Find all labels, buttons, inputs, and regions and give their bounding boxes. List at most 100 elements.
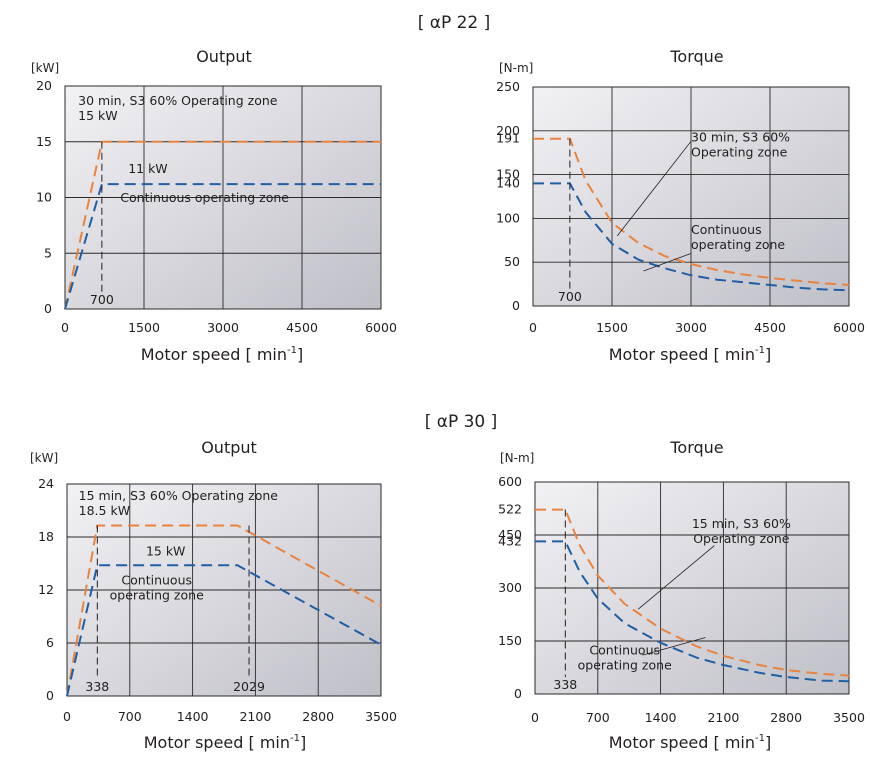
annotation-text: 15 kW bbox=[146, 544, 185, 559]
annotation-text: Continuous bbox=[691, 222, 762, 237]
speed-marker-label: 700 bbox=[558, 289, 582, 304]
x-tick-label: 700 bbox=[118, 709, 142, 724]
annotation-leader bbox=[637, 545, 715, 610]
x-tick-label: 0 bbox=[61, 320, 69, 335]
chart-title: Torque bbox=[669, 438, 723, 457]
annotation-text: Continuous bbox=[589, 642, 660, 657]
y-tick-label: 15 bbox=[36, 134, 52, 149]
annotation-text: operating zone bbox=[691, 237, 785, 252]
x-tick-label: 1400 bbox=[177, 709, 209, 724]
ap30-torque-chart: Torque [N-m] 0 700 1400 2100 2800 3500 0 150 300 43… bbox=[498, 438, 865, 752]
x-tick-label: 700 bbox=[586, 710, 610, 725]
chart-title: Output bbox=[201, 438, 257, 457]
series-line-s3 bbox=[533, 137, 850, 286]
x-tick-label: 3000 bbox=[207, 320, 239, 335]
ap22-torque-chart: Torque [N-m] 0 1500 3000 4500 6000 0 50 100 140150… bbox=[496, 47, 865, 364]
annotation-text: Continuous bbox=[121, 573, 192, 588]
y-tick-label: 10 bbox=[36, 190, 52, 205]
x-tick-label: 3500 bbox=[365, 709, 397, 724]
y-tick-label: 191 bbox=[496, 131, 520, 146]
x-tick-label: 2100 bbox=[239, 709, 271, 724]
y-tick-label: 5 bbox=[44, 245, 52, 260]
x-tick-label: 1500 bbox=[128, 320, 160, 335]
chart-title: Torque bbox=[669, 47, 723, 66]
y-tick-label: 600 bbox=[498, 474, 522, 489]
annotation-text: 15 min, S3 60% Operating zone bbox=[79, 488, 279, 503]
plot-frame bbox=[532, 86, 850, 307]
speed-marker-label: 2029 bbox=[233, 679, 265, 694]
chart-title: Output bbox=[196, 47, 252, 66]
y-tick-label: 24 bbox=[38, 476, 54, 491]
ap22-output-chart: Output [kW] 0 1500 3000 4500 6000 0 5 10 15 20 Motor… bbox=[31, 47, 397, 364]
series-line-continuous bbox=[533, 182, 850, 292]
x-tick-label: 4500 bbox=[286, 320, 318, 335]
x-tick-label: 2100 bbox=[707, 710, 739, 725]
annotation-leader bbox=[642, 637, 706, 656]
annotation-text: Continuous operating zone bbox=[120, 190, 289, 205]
y-tick-label: 18 bbox=[38, 529, 54, 544]
y-tick-label: 0 bbox=[44, 301, 52, 316]
x-tick-label: 3000 bbox=[675, 320, 707, 335]
annotation-leader bbox=[616, 141, 692, 237]
annotation-text: 15 kW bbox=[78, 108, 117, 123]
y-tick-label: 432 bbox=[498, 533, 522, 548]
plot-frame bbox=[66, 483, 382, 697]
annotation-text: 30 min, S3 60% Operating zone bbox=[78, 93, 278, 108]
x-tick-label: 6000 bbox=[365, 320, 397, 335]
x-axis-label: Motor speed [ min-1] bbox=[144, 733, 306, 752]
y-tick-label: 250 bbox=[496, 79, 520, 94]
y-tick-label: 20 bbox=[36, 78, 52, 93]
y-tick-label: 140 bbox=[496, 175, 520, 190]
y-tick-label: 300 bbox=[498, 580, 522, 595]
annotation-text: 18.5 kW bbox=[79, 503, 130, 518]
series-line-continuous bbox=[66, 564, 382, 697]
speed-marker-label: 338 bbox=[553, 677, 577, 692]
x-axis-label: Motor speed [ min-1] bbox=[609, 733, 771, 752]
y-unit-label: [kW] bbox=[31, 61, 59, 75]
x-axis-label: Motor speed [ min-1] bbox=[609, 345, 771, 364]
plot-frame bbox=[64, 85, 382, 310]
y-unit-label: [N-m] bbox=[500, 451, 534, 465]
y-tick-label: 0 bbox=[514, 686, 522, 701]
y-tick-label: 6 bbox=[46, 635, 54, 650]
speed-marker-label: 338 bbox=[85, 679, 109, 694]
annotation-text: 15 min, S3 60% bbox=[692, 516, 791, 531]
x-tick-label: 3500 bbox=[833, 710, 865, 725]
annotation-text: Operating zone bbox=[691, 144, 788, 159]
x-tick-label: 1500 bbox=[596, 320, 628, 335]
group-title-ap22: [ αP 22 ] bbox=[418, 13, 491, 33]
y-tick-label: 150 bbox=[498, 633, 522, 648]
x-tick-label: 6000 bbox=[833, 320, 865, 335]
ap30-output-chart: Output [kW] 0 700 1400 2100 2800 3500 0 6 12 18 24 Mo… bbox=[30, 438, 397, 752]
y-tick-label: 150 bbox=[496, 167, 520, 182]
annotation-text: operating zone bbox=[578, 657, 672, 672]
series-line-continuous bbox=[535, 540, 850, 683]
x-tick-label: 4500 bbox=[754, 320, 786, 335]
plot-frame bbox=[534, 481, 850, 695]
y-unit-label: [kW] bbox=[30, 451, 58, 465]
y-tick-label: 0 bbox=[512, 298, 520, 313]
annotation-text: 11 kW bbox=[128, 161, 167, 176]
series-line-s3 bbox=[535, 508, 850, 677]
y-tick-label: 0 bbox=[46, 688, 54, 703]
y-tick-label: 200 bbox=[496, 123, 520, 138]
annotation-leader bbox=[643, 253, 692, 272]
y-tick-label: 12 bbox=[38, 582, 54, 597]
speed-marker-label: 700 bbox=[90, 292, 114, 307]
annotation-text: 30 min, S3 60% bbox=[691, 129, 790, 144]
x-tick-label: 0 bbox=[529, 320, 537, 335]
series-line-s3 bbox=[66, 524, 382, 697]
y-tick-label: 100 bbox=[496, 210, 520, 225]
x-tick-label: 2800 bbox=[302, 709, 334, 724]
x-axis-label: Motor speed [ min-1] bbox=[141, 345, 303, 364]
x-tick-label: 2800 bbox=[770, 710, 802, 725]
x-tick-label: 0 bbox=[63, 709, 71, 724]
x-tick-label: 0 bbox=[531, 710, 539, 725]
y-tick-label: 50 bbox=[504, 254, 520, 269]
annotation-text: Operating zone bbox=[693, 531, 790, 546]
series-line-continuous bbox=[64, 183, 381, 310]
y-unit-label: [N-m] bbox=[499, 61, 533, 75]
x-tick-label: 1400 bbox=[645, 710, 677, 725]
y-tick-label: 450 bbox=[498, 527, 522, 542]
